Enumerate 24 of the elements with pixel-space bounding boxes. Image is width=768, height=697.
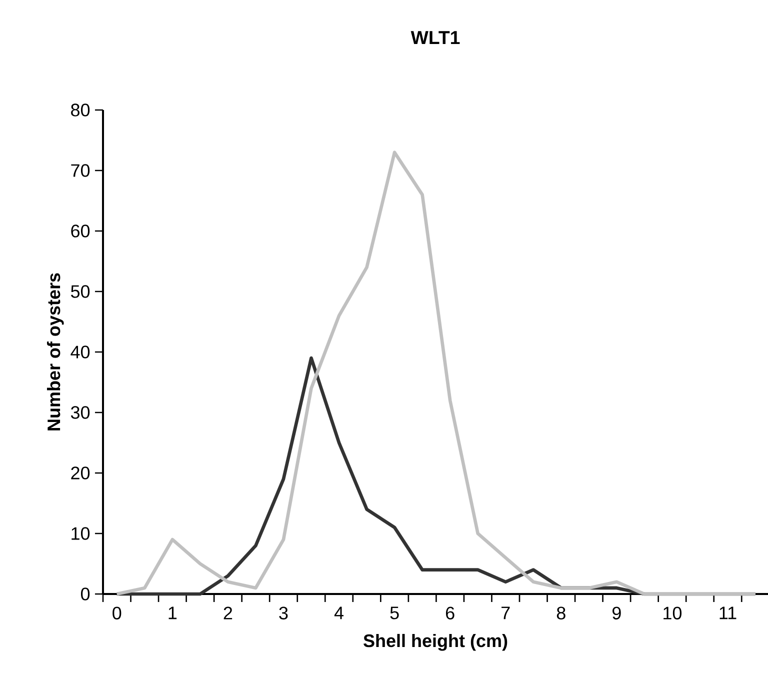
y-tick-label: 40	[70, 346, 90, 358]
x-tick-label: 4	[334, 606, 344, 620]
chart-title: WLT1	[410, 31, 460, 44]
y-tick-label: 30	[70, 406, 90, 419]
x-tick-label: 0	[112, 606, 122, 620]
x-tick-label: 2	[224, 606, 232, 620]
x-tick-label: 10	[664, 606, 682, 620]
x-tick-label: 6	[446, 606, 454, 620]
x-tick-label: 5	[390, 606, 399, 620]
y-tick-label: 60	[71, 224, 90, 238]
y-axis-title: Number of oysters	[46, 273, 64, 430]
x-tick-label: 8	[556, 606, 566, 620]
x-tick-label: 9	[612, 606, 621, 620]
y-tick-label: 80	[71, 104, 90, 116]
y-tick-label: 70	[71, 164, 90, 177]
x-tick-label: 3	[279, 606, 288, 620]
x-tick-label: 11	[720, 606, 736, 620]
x-tick-label: 7	[502, 606, 510, 620]
y-tick-label: 0	[80, 588, 90, 600]
x-axis-title: Shell height (cm)	[364, 634, 508, 651]
y-tick-label: 20	[71, 466, 90, 480]
y-tick-label: 50	[70, 285, 90, 298]
y-tick-label: 10	[72, 527, 90, 540]
x-tick-label: 1	[168, 606, 177, 620]
